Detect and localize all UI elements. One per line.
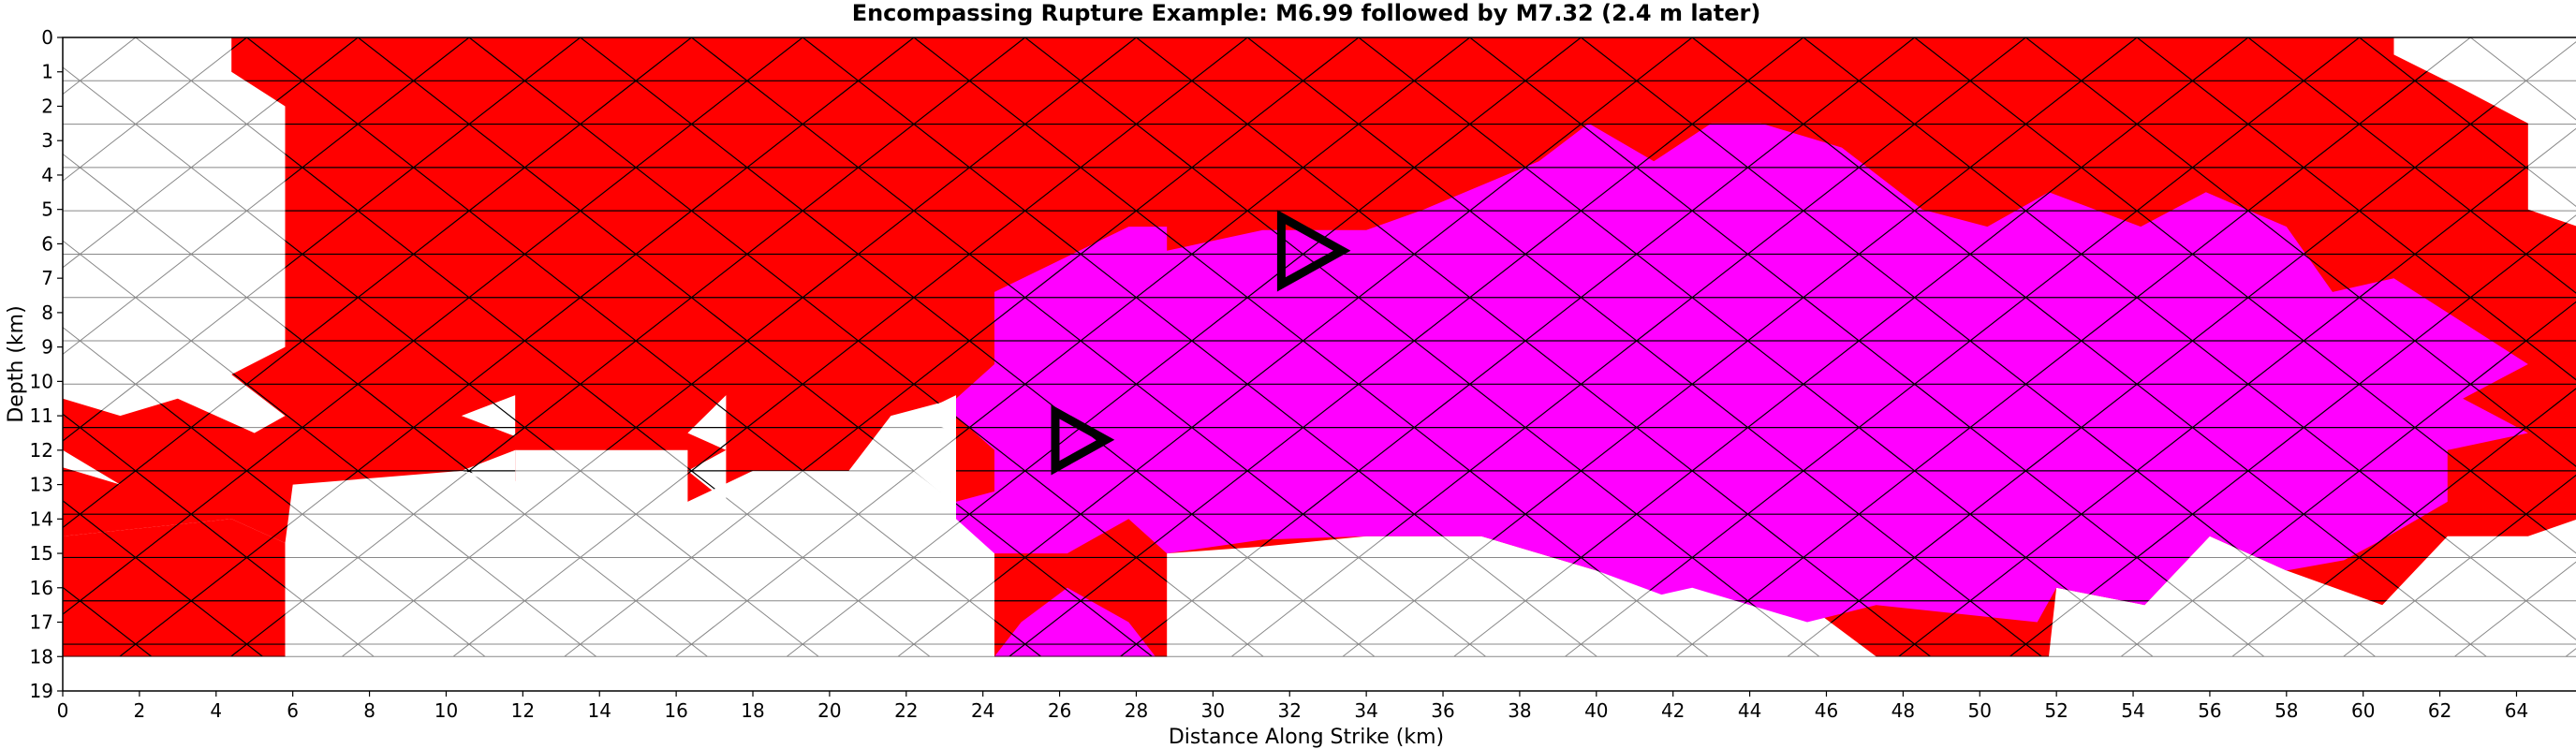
x-tick-label: 42: [1661, 699, 1685, 722]
x-tick-label: 4: [210, 699, 222, 722]
x-tick-label: 54: [2121, 699, 2144, 722]
x-tick-label: 10: [434, 699, 458, 722]
x-tick-label: 50: [1968, 699, 1992, 722]
hypocenter-marker-m7-32: [1051, 404, 1115, 476]
y-tick-label: 6: [41, 232, 53, 255]
gap-triangle-2: [687, 395, 727, 450]
x-tick-label: 58: [2274, 699, 2298, 722]
chart-title: Encompassing Rupture Example: M6.99 foll…: [852, 0, 1761, 26]
y-axis-title: Depth (km): [5, 305, 28, 422]
x-tick-label: 14: [588, 699, 611, 722]
x-tick-label: 22: [894, 699, 918, 722]
mesh-overlay: [63, 37, 2576, 657]
x-tick-label: 48: [1892, 699, 1915, 722]
y-tick-label: 15: [30, 542, 53, 565]
x-tick-label: 46: [1815, 699, 1838, 722]
x-tick-label: 62: [2428, 699, 2451, 722]
gap-triangle-3: [687, 449, 727, 502]
y-tick-label: 1: [41, 61, 53, 83]
y-tick-label: 3: [41, 129, 53, 152]
x-tick-label: 56: [2198, 699, 2221, 722]
hypocenters: [1051, 210, 1351, 476]
x-axis: 0 2 4 6 8 10 12 14 16 18 20 22 24 26 28 30 32 34 36 38 40 42 4…: [57, 691, 2528, 722]
ruptured-mesh-lines: [63, 37, 2576, 657]
x-tick-label: 32: [1278, 699, 1302, 722]
y-tick-label: 5: [41, 198, 53, 221]
x-tick-label: 30: [1201, 699, 1225, 722]
y-tick-label: 17: [30, 611, 53, 634]
x-tick-label: 2: [134, 699, 146, 722]
hypocenter-marker-m6-99: [1276, 210, 1351, 292]
y-tick-label: 7: [41, 267, 53, 289]
gap-triangle-0: [461, 395, 516, 437]
x-tick-label: 20: [817, 699, 841, 722]
x-tick-label: 8: [363, 699, 375, 722]
gap-triangle-5: [914, 457, 956, 506]
unruptured-gaps: [461, 395, 956, 506]
rupture-layers: [63, 37, 2576, 657]
plot-area: [63, 37, 2576, 691]
y-tick-label: 11: [30, 404, 53, 427]
x-tick-label: 24: [971, 699, 994, 722]
y-tick-label: 9: [41, 336, 53, 359]
x-axis-title: Distance Along Strike (km): [1169, 726, 1444, 749]
x-tick-label: 6: [287, 699, 299, 722]
y-tick-label: 10: [30, 370, 53, 392]
x-tick-label: 40: [1584, 699, 1608, 722]
plot-frame: [62, 37, 2576, 692]
x-tick-label: 36: [1431, 699, 1454, 722]
y-tick-label: 4: [41, 164, 53, 186]
x-tick-label: 60: [2351, 699, 2375, 722]
y-tick-label: 19: [30, 680, 53, 702]
x-tick-label: 34: [1354, 699, 1377, 722]
x-tick-label: 28: [1125, 699, 1148, 722]
gap-triangle-4: [914, 395, 956, 433]
y-tick-label: 0: [41, 26, 53, 49]
x-tick-label: 26: [1048, 699, 1071, 722]
m7-32_rupture-region-0: [956, 123, 2528, 623]
x-tick-label: 64: [2505, 699, 2528, 722]
y-tick-label: 14: [30, 507, 53, 530]
x-tick-label: 16: [664, 699, 687, 722]
y-tick-label: 12: [30, 439, 53, 462]
y-tick-label: 18: [30, 645, 53, 668]
y-tick-label: 13: [30, 474, 53, 496]
x-tick-label: 52: [2044, 699, 2068, 722]
x-tick-label: 44: [1738, 699, 1761, 722]
x-tick-label: 0: [57, 699, 69, 722]
x-tick-label: 18: [741, 699, 764, 722]
y-tick-label: 8: [41, 301, 53, 324]
y-tick-label: 16: [30, 577, 53, 599]
m7-32_rupture-region-1: [994, 587, 1156, 657]
y-tick-label: 2: [41, 95, 53, 117]
x-tick-label: 12: [511, 699, 535, 722]
x-tick-label: 38: [1508, 699, 1531, 722]
